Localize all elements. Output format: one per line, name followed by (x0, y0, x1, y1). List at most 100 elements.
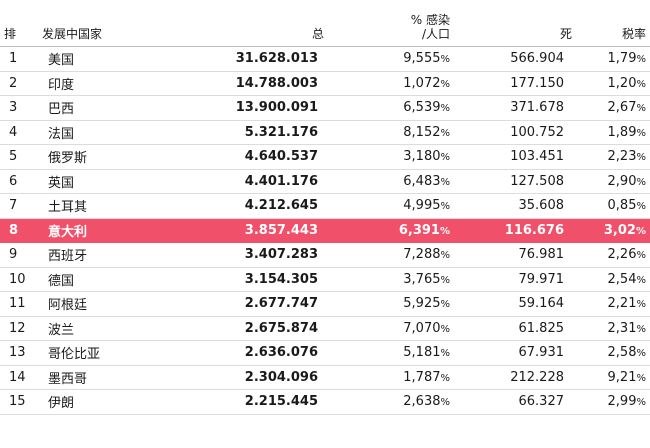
table-row[interactable]: 7 土耳其 4.212.645 4,995% 35.608 0,85% (0, 193, 650, 219)
table-row[interactable]: 9 西班牙 3.407.283 7,288% 76.981 2,26% (0, 242, 650, 268)
rank-cell: 6 (0, 169, 38, 194)
table-row[interactable]: 10 德国 3.154.305 3,765% 79.971 2,54% (0, 267, 650, 292)
rank-cell: 3 (0, 95, 38, 121)
percent-infected-cell-value: 5,181 (403, 345, 441, 361)
rate-cell: 2,58% (576, 340, 650, 366)
percent-symbol: % (440, 127, 450, 139)
percent-infected-cell: 5,181% (328, 340, 454, 366)
percent-symbol: % (440, 323, 450, 335)
total-cell: 2.677.747 (168, 291, 328, 317)
deaths-cell: 127.508 (454, 169, 576, 194)
deaths-cell: 76.981 (454, 242, 576, 268)
deaths-cell-value: 127.508 (510, 173, 564, 189)
rate-cell: 1,20% (576, 71, 650, 96)
total-cell: 4.401.176 (168, 169, 328, 194)
rate-cell-value: 2,23 (607, 149, 637, 165)
table-body: 1 美国 31.628.013 9,555% 566.904 1,79% 2 印度 14.788… (0, 46, 650, 415)
table-row[interactable]: 13 哥伦比亚 2.636.076 5,181% 67.931 2,58% (0, 340, 650, 366)
rank-cell-value: 5 (9, 149, 18, 165)
total-cell: 3.857.443 (168, 218, 328, 243)
deaths-cell-value: 66.327 (518, 394, 565, 410)
rank-cell: 13 (0, 340, 38, 366)
percent-infected-cell-value: 8,152 (403, 124, 441, 140)
country-cell-value: 印度 (48, 77, 75, 93)
rank-cell-value: 9 (9, 247, 18, 263)
header-rank[interactable]: 排 (0, 0, 38, 47)
rank-cell-value: 13 (9, 345, 26, 361)
country-cell: 墨西哥 (38, 365, 168, 390)
percent-symbol: % (440, 348, 450, 360)
table-row[interactable]: 15 伊朗 2.215.445 2,638% 66.327 2,99% (0, 389, 650, 415)
table-row[interactable]: 1 美国 31.628.013 9,555% 566.904 1,79% (0, 46, 650, 72)
total-cell: 2.215.445 (168, 389, 328, 415)
table-row[interactable]: 2 印度 14.788.003 1,072% 177.150 1,20% (0, 71, 650, 96)
total-cell-value: 3.857.443 (244, 222, 318, 238)
percent-infected-cell-value: 9,555 (403, 51, 441, 67)
rank-cell-value: 4 (9, 124, 18, 140)
deaths-cell-value: 212.228 (510, 369, 564, 385)
rate-cell-value: 1,20 (607, 75, 637, 91)
deaths-cell-value: 59.164 (518, 296, 565, 312)
table-row[interactable]: 3 巴西 13.900.091 6,539% 371.678 2,67% (0, 95, 650, 121)
percent-infected-cell: 6,539% (328, 95, 454, 121)
percent-infected-cell: 3,180% (328, 144, 454, 170)
deaths-cell-value: 100.752 (510, 124, 564, 140)
country-cell-value: 伊朗 (48, 396, 75, 412)
total-cell: 5.321.176 (168, 120, 328, 145)
country-cell-value: 美国 (48, 53, 75, 69)
rate-cell: 2,26% (576, 242, 650, 268)
covid-country-table: 排 发展中国家 总 % 感染 /人口 死 税率 1 美国 31.628.013 9,5… (0, 0, 650, 415)
country-cell: 英国 (38, 169, 168, 194)
percent-symbol: % (440, 176, 450, 188)
table-row[interactable]: 14 墨西哥 2.304.096 1,787% 212.228 9,21% (0, 365, 650, 390)
percent-infected-cell-value: 3,765 (403, 271, 441, 287)
total-cell: 4.640.537 (168, 144, 328, 170)
table-row[interactable]: 4 法国 5.321.176 8,152% 100.752 1,89% (0, 120, 650, 145)
table-row[interactable]: 8 意大利 3.857.443 6,391% 116.676 3,02% (0, 218, 650, 243)
rate-cell: 2,67% (576, 95, 650, 121)
total-cell-value: 4.401.176 (244, 173, 318, 189)
country-cell: 印度 (38, 71, 168, 96)
deaths-cell-value: 103.451 (510, 149, 564, 165)
total-cell-value: 3.407.283 (244, 247, 318, 263)
table-row[interactable]: 11 阿根廷 2.677.747 5,925% 59.164 2,21% (0, 291, 650, 317)
percent-infected-cell-value: 2,638 (403, 394, 441, 410)
country-cell-value: 法国 (48, 126, 75, 142)
country-cell-value: 哥伦比亚 (48, 347, 101, 363)
deaths-cell-value: 566.904 (510, 51, 564, 67)
total-cell-value: 13.900.091 (235, 100, 318, 116)
percent-symbol: % (440, 274, 450, 286)
table-row[interactable]: 12 波兰 2.675.874 7,070% 61.825 2,31% (0, 316, 650, 341)
rate-cell: 2,99% (576, 389, 650, 415)
total-cell-value: 2.675.874 (244, 320, 318, 336)
deaths-cell: 61.825 (454, 316, 576, 341)
rate-cell: 1,89% (576, 120, 650, 145)
deaths-cell-value: 79.971 (518, 271, 565, 287)
rank-cell-value: 1 (9, 51, 18, 67)
deaths-cell: 59.164 (454, 291, 576, 317)
percent-infected-cell: 8,152% (328, 120, 454, 145)
total-cell: 31.628.013 (168, 46, 328, 72)
percent-infected-cell-value: 4,995 (403, 198, 441, 214)
total-cell-value: 4.212.645 (244, 198, 318, 214)
rank-cell: 14 (0, 365, 38, 390)
percent-symbol: % (440, 201, 450, 213)
header-deaths[interactable]: 死 (454, 0, 576, 47)
rank-cell-value: 11 (9, 296, 26, 312)
header-total[interactable]: 总 (168, 0, 328, 47)
percent-infected-cell: 6,483% (328, 169, 454, 194)
deaths-cell-value: 67.931 (518, 345, 565, 361)
header-rate[interactable]: 税率 (576, 0, 650, 47)
percent-symbol: % (636, 103, 646, 115)
header-percent-line2: /人口 (421, 27, 450, 41)
rank-cell-value: 8 (9, 222, 19, 238)
rate-cell-value: 3,02 (603, 222, 636, 238)
percent-symbol: % (636, 372, 646, 384)
table-row[interactable]: 5 俄罗斯 4.640.537 3,180% 103.451 2,23% (0, 144, 650, 170)
percent-symbol: % (636, 78, 646, 90)
table-row[interactable]: 6 英国 4.401.176 6,483% 127.508 2,90% (0, 169, 650, 194)
header-percent-infected[interactable]: % 感染 /人口 (328, 0, 454, 47)
header-country[interactable]: 发展中国家 (38, 0, 168, 47)
rate-cell: 1,79% (576, 46, 650, 72)
header-percent-line1: % 感染 (410, 13, 450, 27)
